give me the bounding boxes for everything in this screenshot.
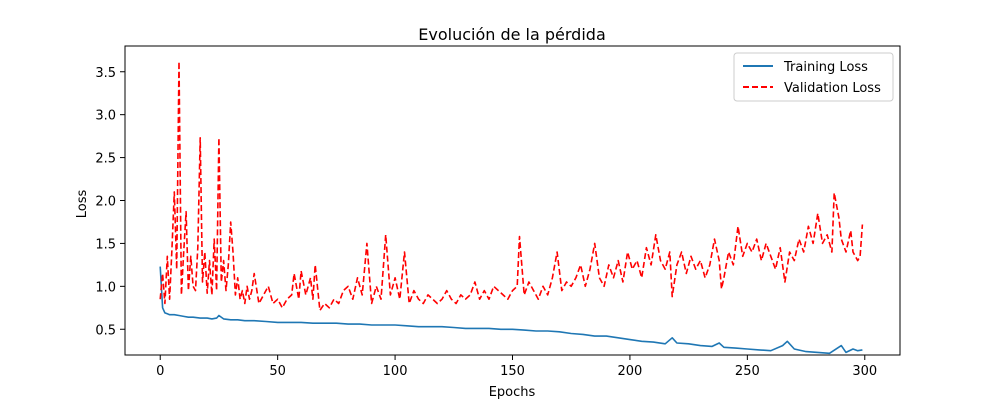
y-axis: 0.5 1.0 1.5 2.0 2.5 3.0 3.5: [95, 66, 125, 338]
plot-area: [159, 60, 864, 355]
x-tick-label: 100: [383, 364, 408, 379]
legend-label-validation: Validation Loss: [784, 81, 881, 96]
y-tick-label: 1.0: [95, 280, 116, 295]
y-tick-label: 3.0: [95, 109, 116, 124]
x-tick-label: 250: [735, 364, 760, 379]
legend-box: [733, 52, 894, 102]
chart-title: Evolución de la pérdida: [418, 25, 606, 44]
training-loss-line: [159, 266, 863, 355]
y-tick-label: 2.5: [95, 152, 116, 167]
y-tick-label: 1.5: [95, 237, 116, 252]
y-tick-label: 0.5: [95, 323, 116, 338]
legend: Training Loss Validation Loss: [733, 52, 894, 102]
legend-label-training: Training Loss: [783, 60, 868, 75]
y-tick-label: 3.5: [95, 66, 116, 81]
x-tick-label: 150: [500, 364, 525, 379]
y-axis-label: Loss: [75, 190, 90, 219]
x-tick-label: 200: [618, 364, 643, 379]
x-tick-label: 300: [852, 364, 877, 379]
x-axis: 0 50 100 150 200 250 300: [156, 355, 877, 379]
validation-loss-line: [159, 60, 864, 312]
x-axis-label: Epochs: [489, 385, 536, 400]
x-tick-label: 0: [156, 364, 164, 379]
y-tick-label: 2.0: [95, 195, 116, 210]
x-tick-label: 50: [269, 364, 286, 379]
